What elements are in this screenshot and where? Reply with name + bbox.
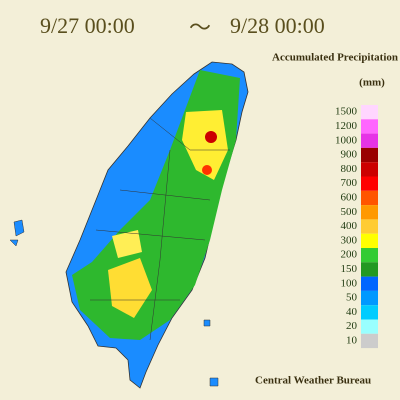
counties [90,117,230,341]
legend-swatch [361,333,378,349]
legend-label: 700 [341,177,358,189]
legend-label: 100 [341,277,358,289]
penghu [9,219,25,247]
taiwan-map [9,61,249,389]
legend-swatch [361,147,378,163]
legend-swatch [361,305,378,320]
legend-swatch [361,319,378,334]
legend-label: 150 [341,263,358,275]
credit: Central Weather Bureau [255,375,371,387]
legend-label: 500 [341,206,358,218]
legend-swatch [361,233,378,248]
legend-swatch [361,276,378,291]
legend-label: 40 [346,306,358,318]
title-separator: ～ [189,15,211,40]
title-start: 9/27 00:00 [40,13,135,38]
legend-swatch [361,205,378,220]
legend-swatch [361,105,378,120]
legend-swatch [361,119,378,134]
legend-label: 1500 [335,106,358,118]
legend-swatch [361,262,378,277]
legend-label: 50 [346,292,358,304]
legend-label: 1200 [335,120,358,132]
legend-swatch [361,190,378,206]
legend-label: 10 [346,334,358,346]
precip-peak [202,165,212,175]
legend-swatch [361,219,378,234]
legend: 1500 1200 1000 900 800 700 600 500 400 300 200 150 1… [335,105,378,349]
legend-title: Accumulated Precipitation [272,52,398,64]
precip-yellow [182,110,228,180]
legend-swatch [361,176,378,191]
legend-label: 300 [341,234,358,246]
green-island [203,319,219,387]
legend-unit: (mm) [359,77,385,89]
title-end: 9/28 00:00 [230,13,325,38]
legend-swatch [361,133,378,148]
legend-label: 400 [341,220,358,232]
precip-yellow-south [108,258,152,318]
legend-label: 800 [341,163,358,175]
precip-yellow-mid [112,230,142,258]
legend-label: 20 [346,320,358,332]
legend-label: 600 [341,191,358,203]
legend-label: 1000 [335,134,358,146]
legend-swatch [361,162,378,177]
legend-label: 900 [341,149,358,161]
legend-swatch [361,248,378,263]
precip-peak [205,131,217,143]
legend-swatch [361,290,378,306]
legend-label: 200 [341,249,358,261]
